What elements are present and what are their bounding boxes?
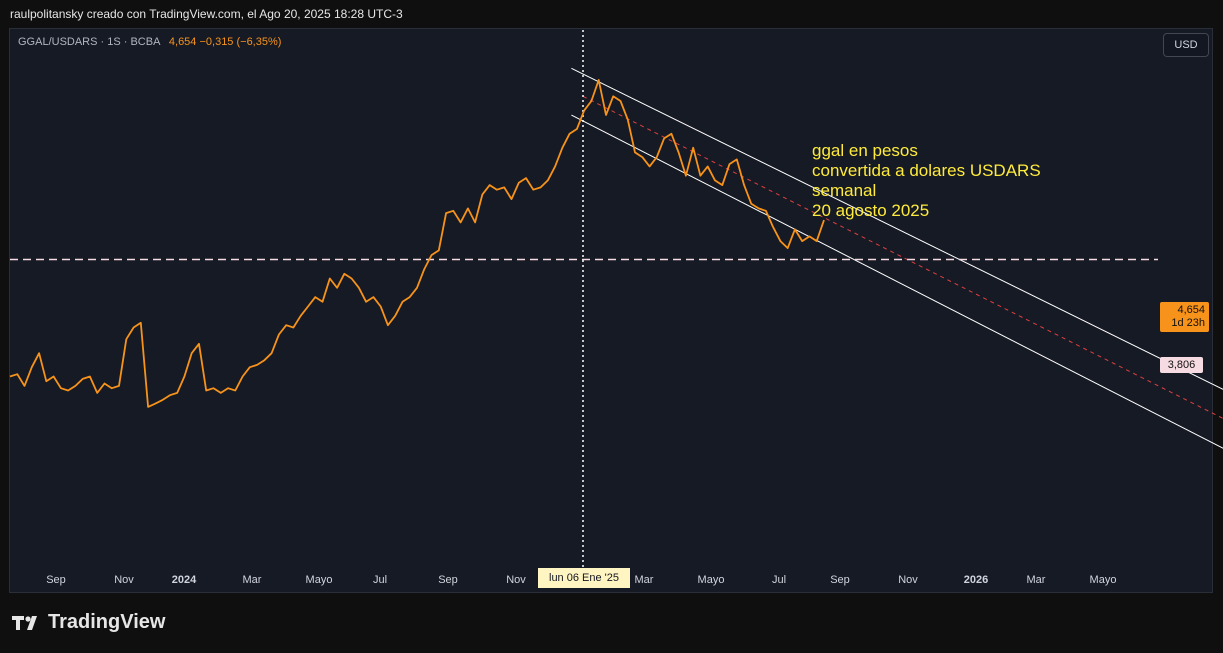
annotation-line: ggal en pesos	[812, 141, 918, 160]
x-tick-label: Jul	[373, 574, 387, 586]
price-series	[9, 79, 825, 408]
x-tick-label: Nov	[506, 574, 526, 586]
x-tick-label: Mar	[635, 574, 654, 586]
x-tick-label: Jul	[772, 574, 786, 586]
x-tick-label: 2026	[964, 574, 988, 586]
x-tick-label: Sep	[830, 574, 850, 586]
x-tick-label: 2024	[172, 574, 197, 586]
chart-area[interactable]	[9, 28, 1213, 593]
x-tick-label: Nov	[898, 574, 918, 586]
trend-channel	[571, 67, 1223, 449]
symbol-legend: GGAL/USDARS · 1S · BCBA 4,654 −0,315 (−6…	[18, 36, 281, 48]
chart-credit: raulpolitansky creado con TradingView.co…	[10, 7, 403, 21]
channel-upper-line	[571, 67, 1223, 390]
annotation-line: 20 agosto 2025	[812, 201, 930, 220]
x-tick-label: Sep	[438, 574, 458, 586]
channel-midline	[582, 95, 1223, 419]
brand-name: TradingView	[48, 611, 166, 633]
symbol-values: 4,654 −0,315 (−6,35%)	[168, 36, 282, 48]
annotation-line: semanal	[812, 181, 877, 200]
bar-countdown: 1d 23h	[1171, 317, 1205, 329]
chart-annotation: ggal en pesos convertida a dolares USDAR…	[812, 141, 1041, 221]
tradingview-icon	[12, 615, 37, 630]
x-tick-label: Mayo	[306, 574, 333, 586]
x-tick-label: Sep	[46, 574, 66, 586]
x-tick-label: Mayo	[1090, 574, 1117, 586]
last-price-value: 4,654	[1177, 304, 1205, 316]
currency-button[interactable]: USD	[1163, 33, 1209, 57]
x-tick-label: Mar	[1027, 574, 1046, 586]
x-tick-label: Mar	[243, 574, 262, 586]
crosshair-date-label: lun 06 Ene '25	[538, 568, 630, 588]
channel-lower-line	[571, 114, 1223, 449]
tradingview-logo[interactable]: TradingView	[12, 611, 165, 634]
symbol-name: GGAL/USDARS · 1S · BCBA	[18, 36, 160, 48]
annotation-line: convertida a dolares USDARS	[812, 161, 1041, 180]
x-tick-label: Mayo	[698, 574, 725, 586]
price-line	[9, 79, 825, 408]
last-price-label: 4,654 1d 23h	[1160, 302, 1209, 332]
x-tick-label: Nov	[114, 574, 134, 586]
level-price-label: 3,806	[1160, 357, 1203, 373]
x-axis-ticks: Sep Nov 2024 Mar Mayo Jul Sep Nov Mar Mayo Jul Sep N…	[46, 574, 1116, 586]
